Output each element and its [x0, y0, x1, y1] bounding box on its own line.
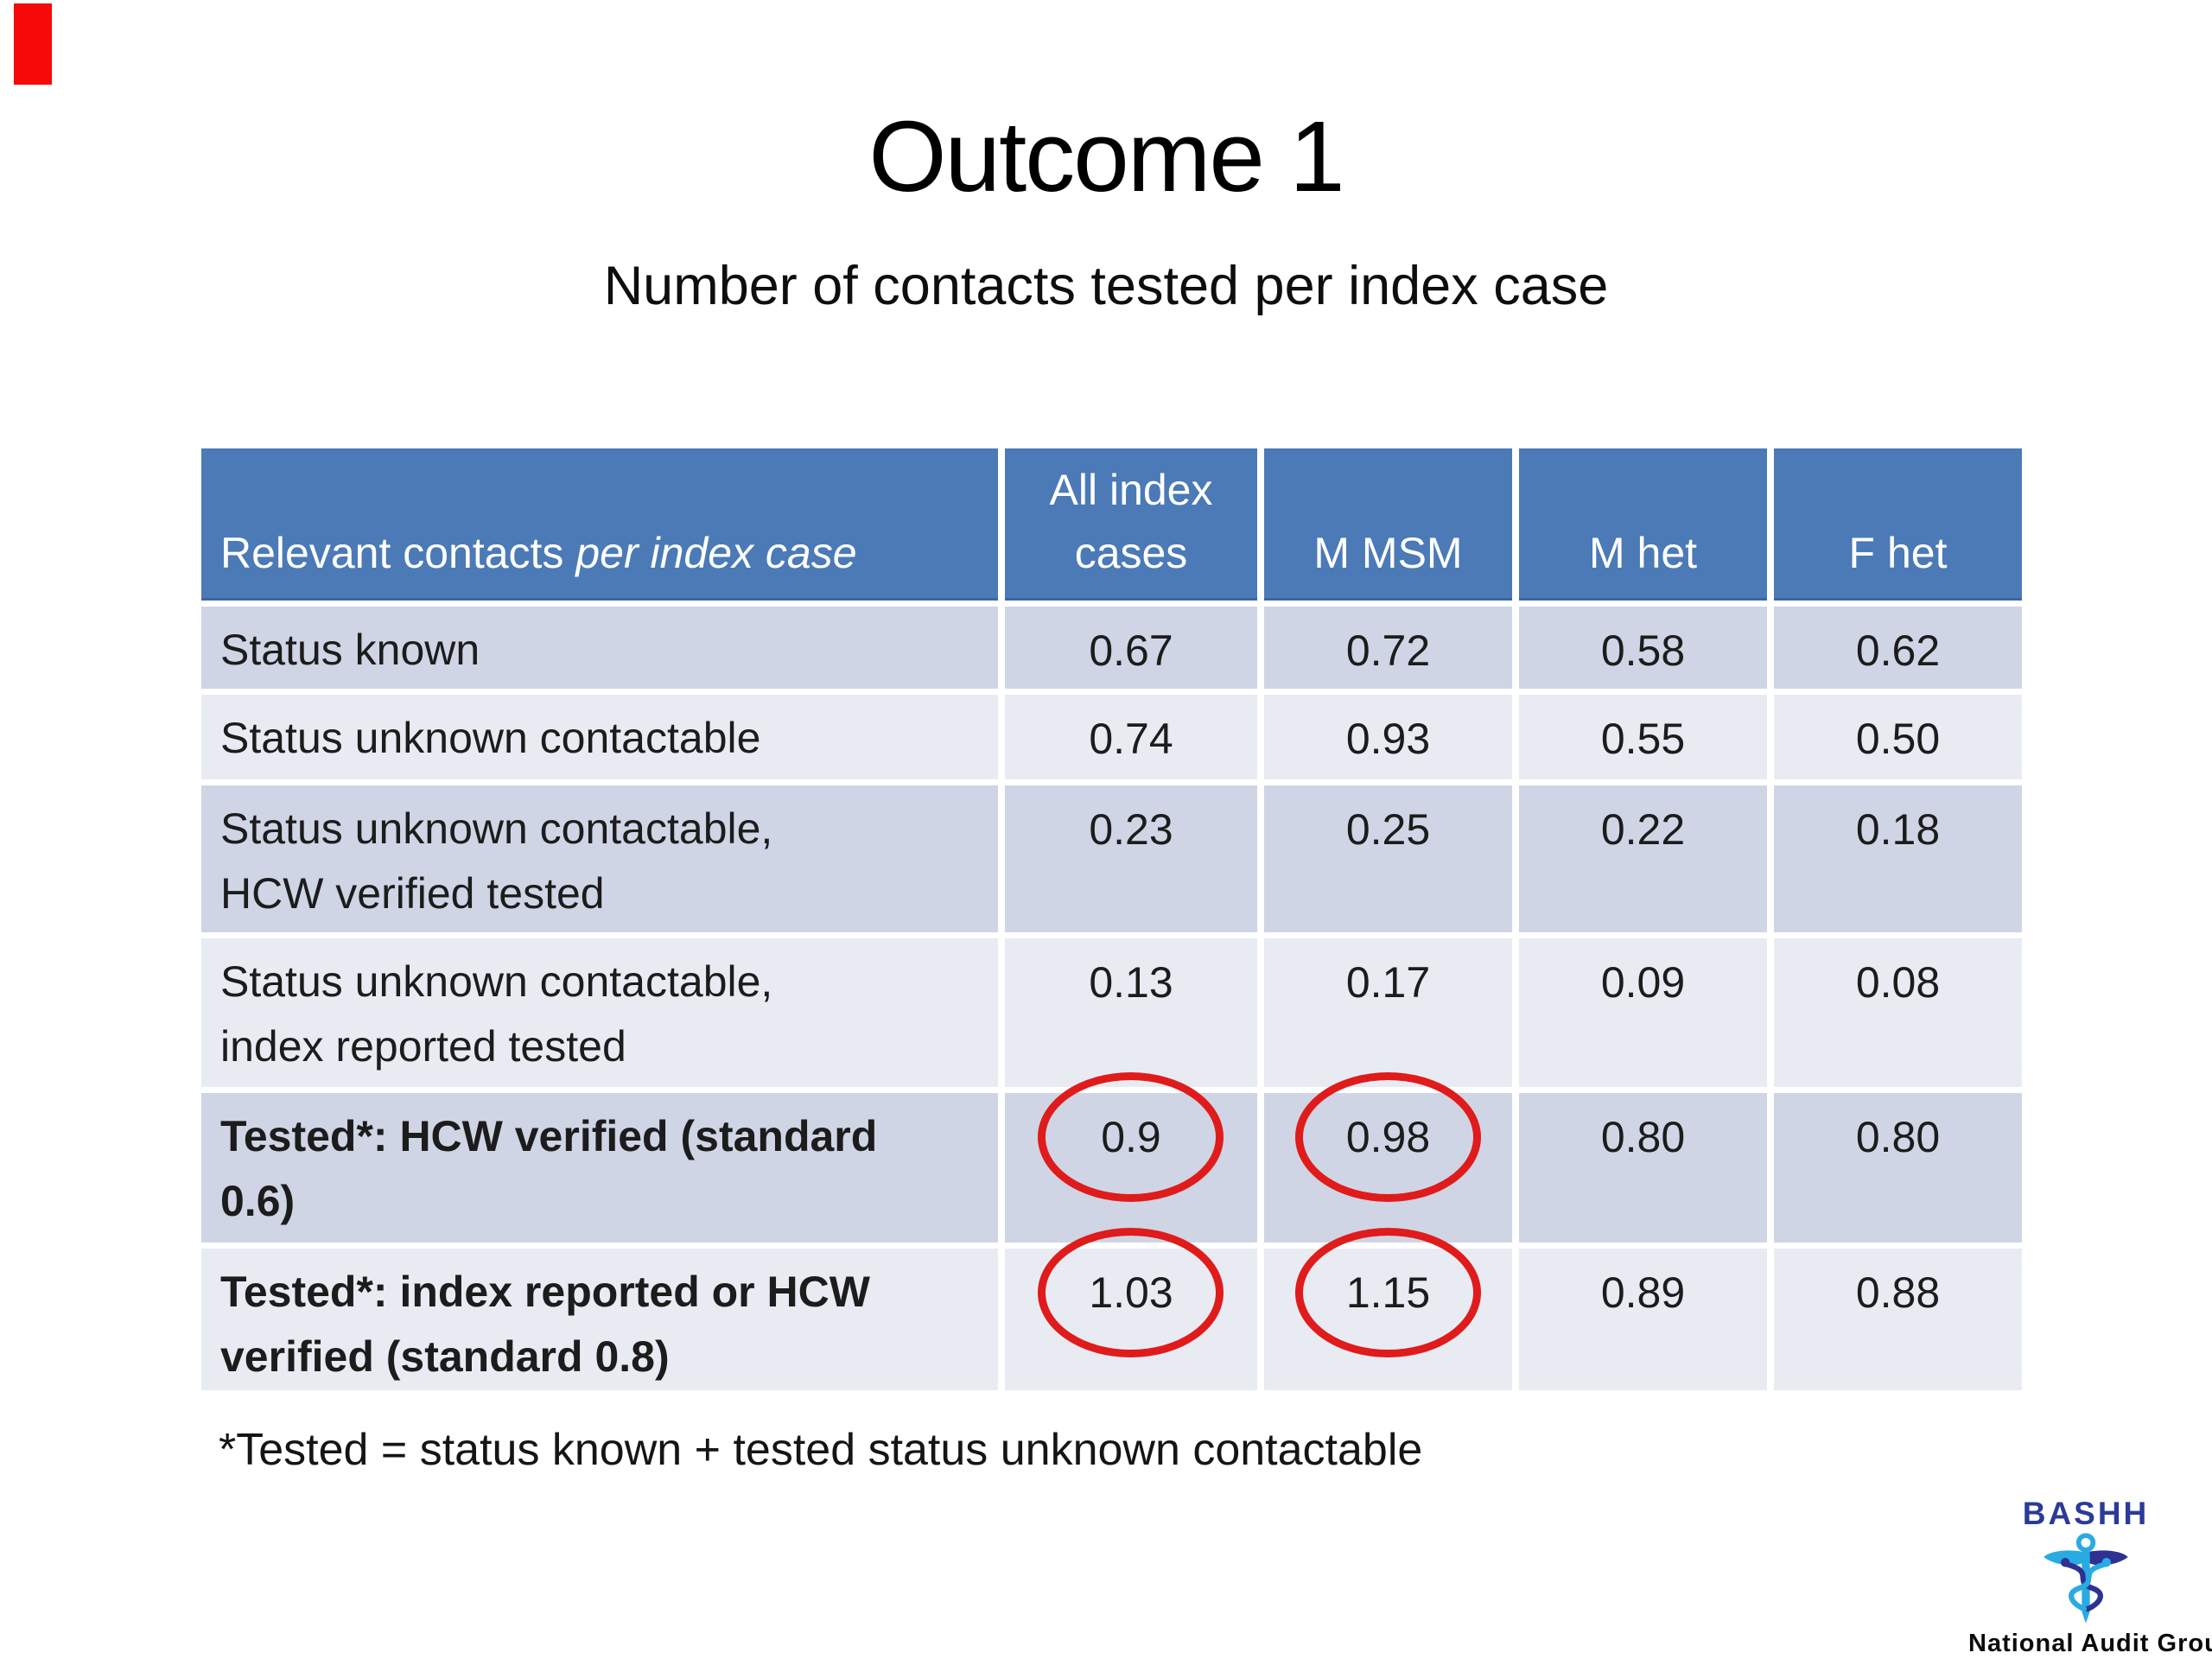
bashh-logo: BASHH National Audit Group [1968, 1496, 2212, 1657]
cell-value: 0.58 [1519, 607, 1767, 689]
cell-value: 0.62 [1774, 607, 2022, 689]
caduceus-icon [2044, 1533, 2128, 1624]
cell-value: 1.03 [1005, 1228, 1257, 1390]
cell-value: 0.98 [1264, 1072, 1512, 1243]
cell-value: 0.88 [1774, 1249, 2022, 1390]
cell-value: 0.93 [1264, 695, 1512, 779]
header-col-f-het: F het [1774, 448, 2022, 601]
footnote: *Tested = status known + tested status u… [219, 1425, 1423, 1475]
header-col-m-msm: M MSM [1264, 448, 1512, 601]
red-marker [14, 3, 52, 85]
cell-value: 0.74 [1005, 695, 1257, 779]
cell-value: 0.18 [1774, 785, 2022, 932]
slide-subtitle: Number of contacts tested per index case [603, 256, 1609, 316]
header-row-label-italic: per index case [575, 528, 857, 577]
cell-value: 0.25 [1264, 785, 1512, 932]
header-row-label-regular: Relevant contacts [220, 528, 576, 577]
row-label: Status known [201, 607, 998, 689]
cell-value: 0.09 [1519, 938, 1767, 1087]
row-label: Status unknown contactable [201, 695, 998, 779]
header-col-all-index-cases: All index cases [1005, 448, 1257, 601]
cell-value: 0.17 [1264, 938, 1512, 1087]
cell-value: 0.13 [1005, 938, 1257, 1087]
cell-value: 0.67 [1005, 607, 1257, 689]
slide-title: Outcome 1 [868, 100, 1344, 213]
cell-value: 0.22 [1519, 785, 1767, 932]
cell-value: 0.08 [1774, 938, 2022, 1087]
cell-value: 0.72 [1264, 607, 1512, 689]
logo-caption: National Audit Group [1968, 1630, 2212, 1657]
row-label: Tested*: HCW verified (standard 0.6) [201, 1093, 998, 1243]
cell-value: 0.55 [1519, 695, 1767, 779]
cell-value: 0.23 [1005, 785, 1257, 932]
header-row-label: Relevant contacts per index case [201, 448, 998, 601]
results-table: Relevant contacts per index case All ind… [201, 448, 2022, 1390]
cell-value: 0.9 [1005, 1072, 1257, 1243]
cell-value: 0.89 [1519, 1249, 1767, 1390]
bashh-wordmark: BASHH [2022, 1496, 2150, 1531]
row-label: Status unknown contactable, index report… [201, 938, 998, 1087]
cell-value: 0.80 [1519, 1093, 1767, 1243]
row-label: Status unknown contactable, HCW verified… [201, 785, 998, 932]
cell-value: 0.50 [1774, 695, 2022, 779]
cell-value: 0.80 [1774, 1093, 2022, 1243]
header-col-m-het: M het [1519, 448, 1767, 601]
cell-value: 1.15 [1264, 1228, 1512, 1390]
row-label: Tested*: index reported or HCW verified … [201, 1249, 998, 1390]
